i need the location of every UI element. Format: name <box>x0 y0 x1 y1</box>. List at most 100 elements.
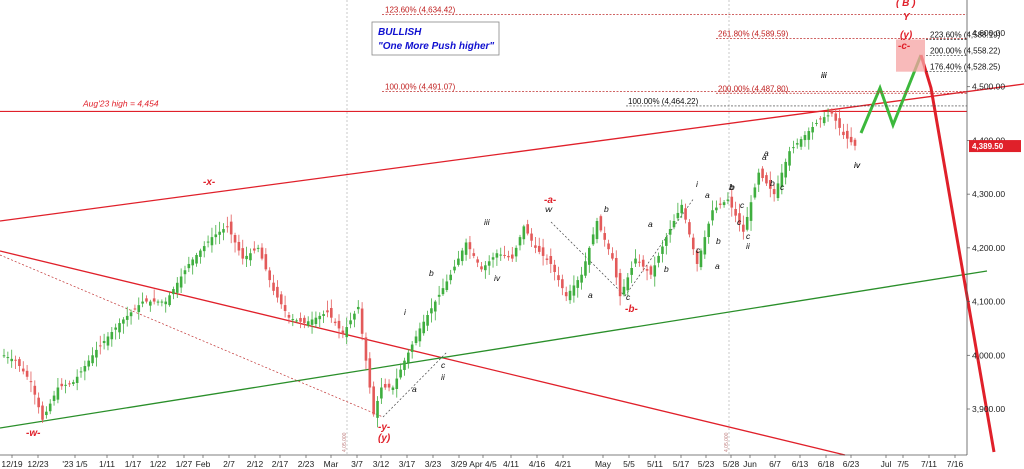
candle <box>403 357 406 376</box>
bullish-annotation-box: BULLISH "One More Push higher" <box>371 21 500 56</box>
candle <box>526 219 529 236</box>
candle <box>842 123 845 140</box>
candle <box>691 233 695 256</box>
candle-body <box>383 383 387 388</box>
candle <box>715 200 718 214</box>
candle-body <box>206 241 210 243</box>
candle <box>25 365 29 380</box>
candle <box>349 312 352 329</box>
candle-body <box>110 332 114 340</box>
candle-body <box>453 266 456 271</box>
candle-body <box>491 257 495 260</box>
candle <box>368 352 372 394</box>
candle <box>272 274 275 296</box>
candle-body <box>430 308 433 314</box>
candle <box>522 224 526 245</box>
wave-label: c <box>780 182 785 192</box>
candle-body <box>734 208 737 216</box>
descending-red-line <box>0 250 846 456</box>
candle-body <box>337 320 341 329</box>
candle <box>553 259 556 281</box>
candle-body <box>179 276 183 288</box>
candle-body <box>426 315 429 326</box>
wave-label: i <box>696 179 699 189</box>
candle <box>37 392 40 414</box>
candle-body <box>156 301 160 303</box>
candle-body <box>287 314 291 318</box>
wave-label: a <box>705 190 710 200</box>
candle-body <box>757 172 761 185</box>
candle <box>826 108 830 122</box>
wave-label: a <box>764 148 769 158</box>
candle-body <box>572 285 576 296</box>
candle <box>129 309 133 325</box>
candle <box>233 232 237 253</box>
candle <box>353 310 356 328</box>
candle-body <box>106 336 110 346</box>
candle-body <box>545 258 549 260</box>
candle-body <box>372 386 375 415</box>
candle-body <box>526 224 529 234</box>
candle-body <box>484 265 487 271</box>
candle-body <box>68 383 71 385</box>
candle <box>83 360 87 381</box>
candle <box>399 363 402 380</box>
candle-body <box>295 320 298 322</box>
wave-label: c <box>737 217 742 227</box>
candle <box>703 230 707 259</box>
candle <box>337 314 341 339</box>
candle-body <box>187 263 191 269</box>
candle-body <box>391 387 395 390</box>
candle <box>414 330 418 346</box>
candle <box>772 182 776 202</box>
candle-body <box>314 317 318 325</box>
fib-200-a-label: 200.00% (4,487.80) <box>718 84 789 93</box>
red-wave-label: -w- <box>26 428 41 439</box>
candle-body <box>507 255 510 258</box>
wave-label: c <box>626 292 631 302</box>
x-tick-label: 2/23 <box>298 459 315 469</box>
candle-body <box>422 321 426 334</box>
candle-body <box>345 327 349 338</box>
candle <box>175 277 179 298</box>
candle-body <box>6 357 10 359</box>
candle-body <box>41 405 44 420</box>
x-tick-label: 6/18 <box>818 459 835 469</box>
candle <box>356 300 360 314</box>
candle-body <box>722 202 726 206</box>
wave-label: b <box>664 264 669 274</box>
candle-body <box>364 337 368 361</box>
candle-body <box>657 255 660 263</box>
candle <box>306 316 310 328</box>
candle <box>118 318 121 339</box>
candle-body <box>356 306 360 310</box>
x-tick-label: Feb <box>196 459 211 469</box>
candle-body <box>688 222 691 235</box>
vertical-guide-label: 4,05.000 <box>342 432 348 452</box>
candle <box>241 239 245 265</box>
candle-body <box>52 395 56 401</box>
candle <box>749 195 753 231</box>
last-price-tag <box>969 140 1021 153</box>
x-tick-label: 5/17 <box>673 459 690 469</box>
candle <box>464 238 468 261</box>
candle <box>784 158 787 185</box>
candle <box>472 248 476 259</box>
candle-body <box>137 305 141 313</box>
wave-label: a <box>715 261 720 271</box>
candle <box>6 351 10 364</box>
candle <box>160 299 164 307</box>
wave-label: a <box>588 290 593 300</box>
candle-body <box>561 279 564 289</box>
candle <box>48 399 52 415</box>
candle <box>29 371 33 393</box>
candle <box>845 123 849 149</box>
x-tick-label: Jul <box>881 459 892 469</box>
candle <box>98 335 102 355</box>
candle <box>684 203 687 224</box>
candle-body <box>149 301 152 306</box>
candle <box>491 252 495 268</box>
candle <box>614 250 618 285</box>
candle <box>653 256 657 287</box>
